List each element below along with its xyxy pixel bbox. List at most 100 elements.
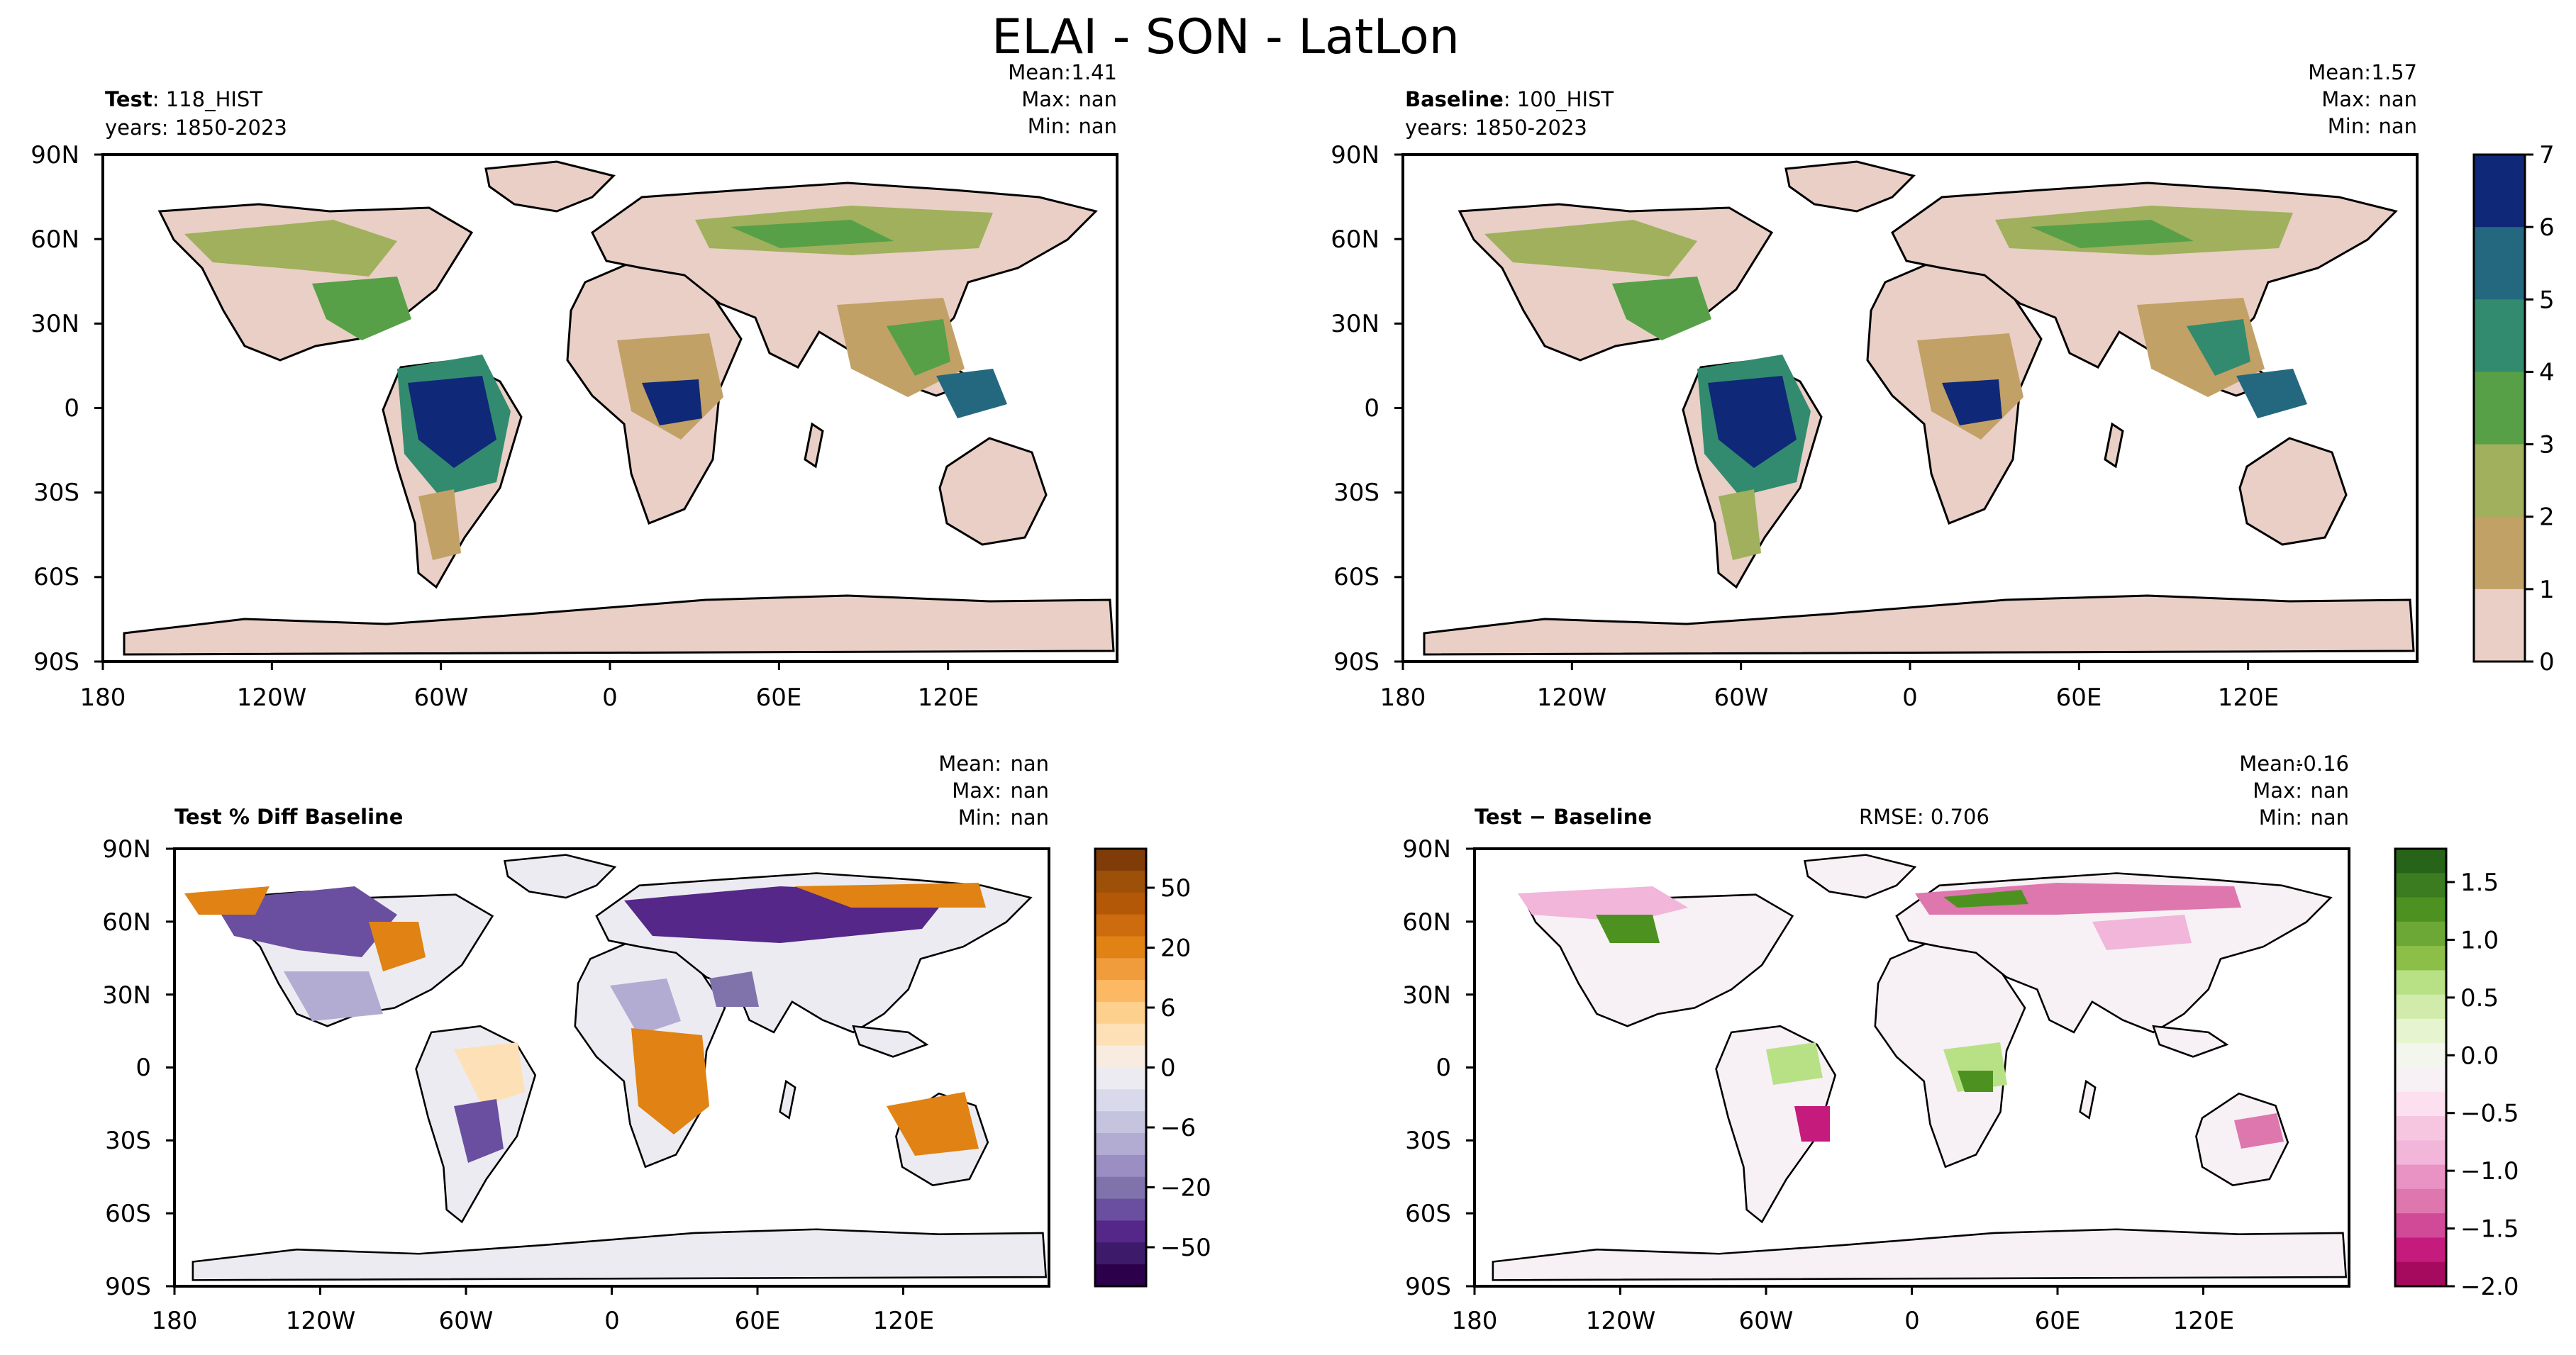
colorbar-top-tick-label-5: 2 <box>2539 503 2555 532</box>
colorbar-diff-tick-label-3: 0.0 <box>2460 1042 2499 1070</box>
colorbar-diff-tick-label-4: −0.5 <box>2460 1100 2519 1128</box>
pct-diff-y-axis: 90N 60N 30N 0 30S 60S 90S <box>102 835 151 1301</box>
pct-diff-title: Test % Diff Baseline <box>174 805 403 829</box>
diff-xtick-120w: 120W <box>1586 1307 1656 1335</box>
colorbar-diff-swatch-5 <box>2395 970 2446 996</box>
diff-map <box>1475 849 2349 1286</box>
test-name-bold: Test <box>105 87 152 111</box>
test-min-label: Min: <box>1028 114 1071 138</box>
colorbar-top: 7 6 5 4 3 2 1 0 <box>2472 141 2555 676</box>
colorbar-top-tick-label-0: 7 <box>2539 141 2555 169</box>
test-xtick-180: 180 <box>80 684 126 712</box>
colorbar-diff-frame <box>2394 847 2448 1288</box>
test-years: years: 1850-2023 <box>105 116 287 140</box>
pct-diff-xtick-120w: 120W <box>286 1307 356 1335</box>
baseline-ytick-60s: 60S <box>1333 563 1379 591</box>
panel-baseline: Baseline: 100_HIST years: 1850-2023 Mean… <box>1401 60 2419 663</box>
colorbar-diff-swatch-10 <box>2395 1091 2446 1117</box>
colorbar-diff-swatch-9 <box>2395 1067 2446 1093</box>
colorbar-pct-diff: 50 20 6 0 −6 −20 −50 <box>1094 847 1211 1288</box>
diff-xtick-180: 180 <box>1452 1307 1498 1335</box>
pct-diff-ytick-90s: 90S <box>105 1273 151 1301</box>
colorbar-pct-diff-tick-label-0: 50 <box>1160 874 1191 903</box>
colorbar-top-frame <box>2472 153 2526 663</box>
pct-diff-ytick-60n: 60N <box>102 908 151 937</box>
baseline-max-value: nan <box>2378 87 2417 111</box>
baseline-ytick-60n: 60N <box>1331 225 1379 254</box>
diff-ytick-60n: 60N <box>1402 908 1451 937</box>
diff-mean-value: -0.16 <box>2296 752 2349 776</box>
diff-max-value: nan <box>2310 779 2349 803</box>
diff-ytick-60s: 60S <box>1405 1200 1451 1228</box>
colorbar-pct-diff-swatch-16 <box>1095 1198 1146 1222</box>
baseline-min-label: Min: <box>2328 114 2371 138</box>
panel-diff: Test − Baseline RMSE: 0.706 Mean: -0.16 … <box>1473 752 2350 1288</box>
pct-diff-xtick-60w: 60W <box>439 1307 494 1335</box>
baseline-map <box>1403 155 2417 662</box>
baseline-years: years: 1850-2023 <box>1405 116 1587 140</box>
test-max-value: nan <box>1078 87 1117 111</box>
colorbar-diff-swatch-3 <box>2395 921 2446 947</box>
baseline-xtick-60e: 60E <box>2056 684 2102 712</box>
baseline-min-value: nan <box>2378 114 2417 138</box>
colorbar-pct-diff-tick-label-2: 6 <box>1160 994 1176 1022</box>
pct-diff-xtick-180: 180 <box>152 1307 198 1335</box>
colorbar-pct-diff-swatch-9 <box>1095 1045 1146 1069</box>
panel-pct-diff: Test % Diff Baseline Mean: nan Max: nan … <box>173 752 1050 1288</box>
colorbar-pct-diff-swatch-19 <box>1095 1264 1146 1287</box>
diff-xtick-60e: 60E <box>2035 1307 2081 1335</box>
baseline-ytick-30s: 30S <box>1333 479 1379 507</box>
diff-y-axis: 90N 60N 30N 0 30S 60S 90S <box>1402 835 1451 1301</box>
baseline-xtick-60w: 60W <box>1714 684 1769 712</box>
test-ytick-0: 0 <box>64 394 79 423</box>
colorbar-diff-swatch-13 <box>2395 1164 2446 1190</box>
colorbar-pct-diff-tick-label-5: −20 <box>1160 1174 1211 1203</box>
colorbar-diff-tick-label-7: −2.0 <box>2460 1273 2519 1301</box>
test-name-rest: : 118_HIST <box>152 87 263 111</box>
diff-title: Test − Baseline <box>1475 805 1652 829</box>
colorbar-top-tick-label-6: 1 <box>2539 576 2555 604</box>
diff-xtick-0: 0 <box>1904 1307 1920 1335</box>
baseline-ytick-90s: 90S <box>1333 648 1379 676</box>
test-xtick-0: 0 <box>602 684 618 712</box>
colorbar-pct-diff-swatch-0 <box>1095 849 1146 871</box>
colorbar-diff-swatch-15 <box>2395 1213 2446 1239</box>
baseline-xtick-120e: 120E <box>2218 684 2279 712</box>
diff-ytick-90s: 90S <box>1405 1273 1451 1301</box>
test-xtick-60e: 60E <box>756 684 802 712</box>
colorbar-pct-diff-swatch-11 <box>1095 1089 1146 1112</box>
test-ytick-60s: 60S <box>33 563 79 591</box>
pct-diff-ytick-60s: 60S <box>105 1200 151 1228</box>
colorbar-top-tick-label-2: 5 <box>2539 286 2555 314</box>
baseline-xtick-0: 0 <box>1902 684 1918 712</box>
baseline-xtick-120w: 120W <box>1537 684 1607 712</box>
test-x-axis: 180 120W 60W 0 60E 120E <box>80 684 979 712</box>
diff-max-label: Max: <box>2253 779 2302 803</box>
test-map <box>103 155 1117 662</box>
colorbar-pct-diff-swatch-12 <box>1095 1111 1146 1134</box>
colorbar-pct-diff-swatch-6 <box>1095 980 1146 1003</box>
baseline-max-label: Max: <box>2321 87 2371 111</box>
svg-text:Test: 118_HIST: Test: 118_HIST <box>105 87 262 111</box>
colorbar-top-swatch-2 <box>2474 299 2525 373</box>
colorbar-pct-diff-tick-label-4: −6 <box>1160 1114 1196 1142</box>
baseline-ytick-90n: 90N <box>1331 141 1379 169</box>
baseline-mean-label: Mean: <box>2308 60 2371 84</box>
colorbar-diff-tick-label-1: 1.0 <box>2460 926 2499 954</box>
pct-diff-min-label: Min: <box>958 805 1001 830</box>
baseline-ytick-30n: 30N <box>1331 310 1379 338</box>
colorbar-top-swatch-3 <box>2474 372 2525 445</box>
baseline-xtick-180: 180 <box>1380 684 1426 712</box>
test-xtick-60w: 60W <box>414 684 469 712</box>
pct-diff-ytick-90n: 90N <box>102 835 151 864</box>
colorbar-pct-diff-swatch-10 <box>1095 1067 1146 1090</box>
colorbar-pct-diff-swatch-5 <box>1095 958 1146 981</box>
colorbar-pct-diff-swatch-1 <box>1095 870 1146 893</box>
colorbar-top-swatch-6 <box>2474 589 2525 662</box>
colorbar-pct-diff-swatch-14 <box>1095 1154 1146 1178</box>
test-y-axis: 90N 60N 30N 0 30S 60S 90S <box>30 141 79 676</box>
colorbar-diff-swatch-11 <box>2395 1116 2446 1141</box>
pct-diff-xtick-60e: 60E <box>735 1307 781 1335</box>
test-xtick-120w: 120W <box>237 684 307 712</box>
colorbar-diff-swatch-14 <box>2395 1188 2446 1214</box>
